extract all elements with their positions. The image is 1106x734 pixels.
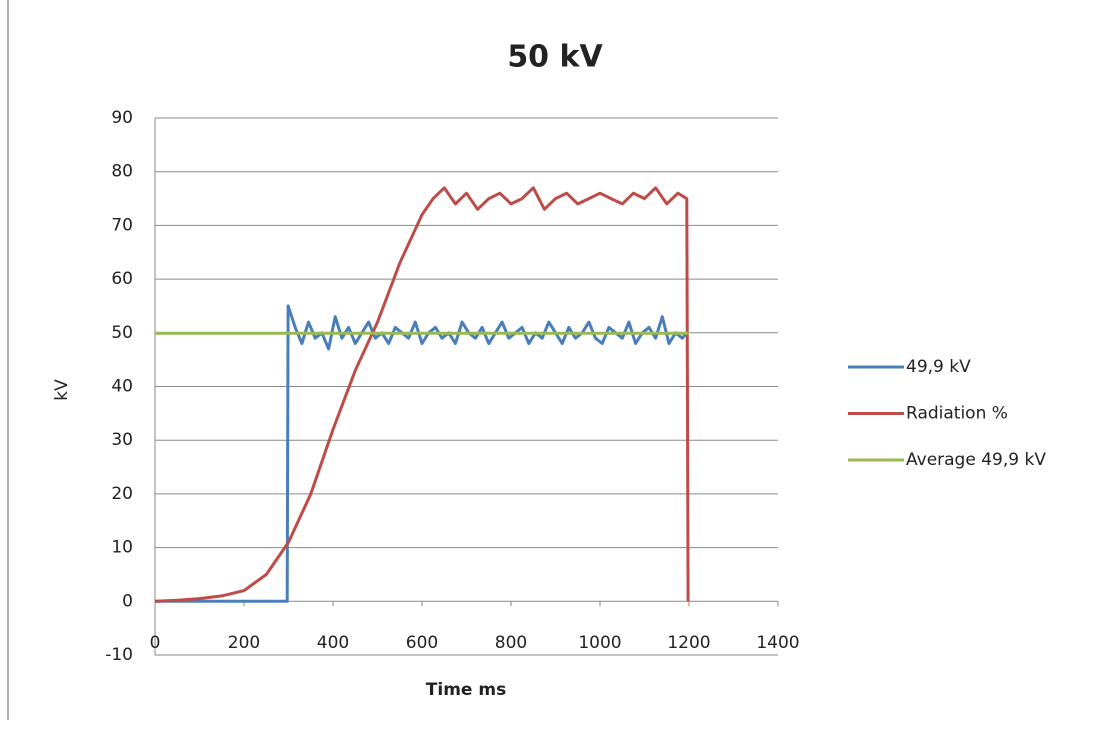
x-tick-label: 1400 xyxy=(756,633,799,653)
y-tick-label: 60 xyxy=(111,269,133,289)
y-tick-label: -10 xyxy=(105,645,133,665)
series-line xyxy=(155,304,688,603)
legend-label: Average 49,9 kV xyxy=(906,450,1046,470)
chart-title: 50 kV xyxy=(507,40,603,75)
y-tick-label: 40 xyxy=(111,377,133,397)
y-tick-label: 90 xyxy=(111,108,133,128)
x-tick-label: 0 xyxy=(150,633,161,653)
x-tick-label: 1000 xyxy=(578,633,621,653)
y-tick-label: 10 xyxy=(111,538,133,558)
y-tick-label: 20 xyxy=(111,484,133,504)
x-tick-label: 600 xyxy=(406,633,438,653)
x-tick-label: 400 xyxy=(317,633,349,653)
x-tick-label: 1200 xyxy=(667,633,710,653)
x-tick-label: 200 xyxy=(228,633,260,653)
legend-label: 49,9 kV xyxy=(906,357,971,377)
x-axis-label: Time ms xyxy=(426,680,506,700)
y-tick-label: 70 xyxy=(111,215,133,235)
legend-label: Radiation % xyxy=(906,404,1008,424)
y-axis-label: kV xyxy=(52,379,72,401)
x-tick-label: 800 xyxy=(495,633,527,653)
y-tick-label: 50 xyxy=(111,323,133,343)
series-line xyxy=(154,186,690,603)
y-tick-label: 80 xyxy=(111,162,133,182)
y-tick-label: 0 xyxy=(122,591,133,611)
y-tick-label: 30 xyxy=(111,430,133,450)
